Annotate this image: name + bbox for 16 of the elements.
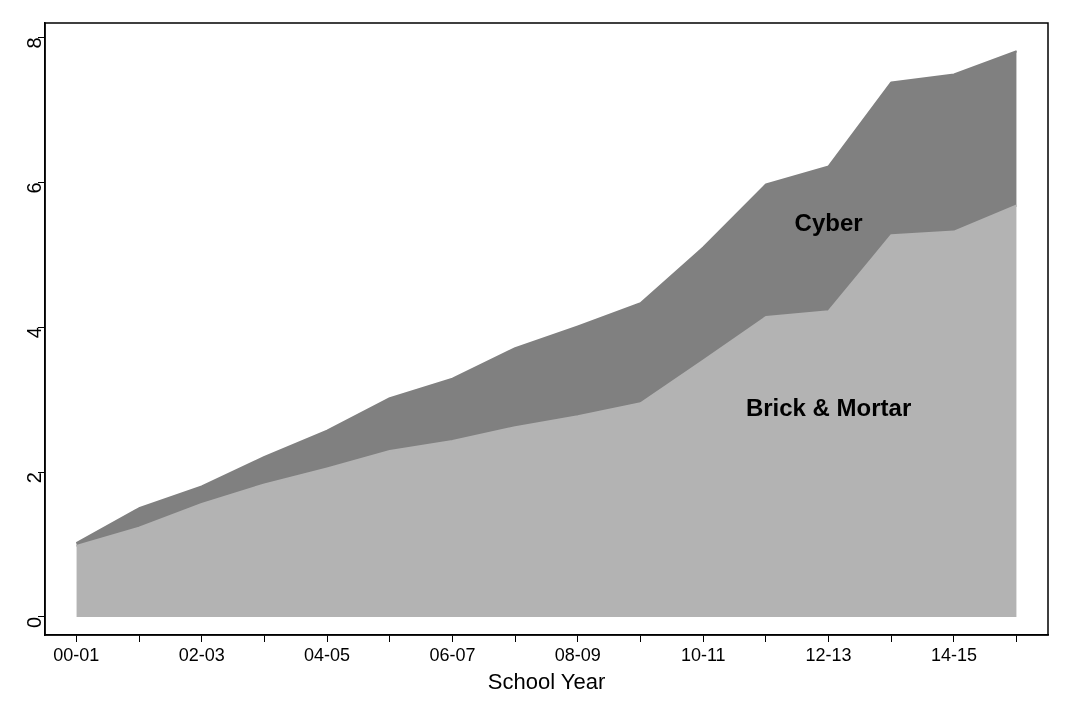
y-tick-label: 4 [22,327,45,339]
series-label: Cyber [794,208,863,236]
x-tick-label: 12-13 [805,644,852,665]
x-tick-label: 06-07 [429,644,476,665]
x-tick-label: 00-01 [53,644,100,665]
x-tick-label: 10-11 [680,644,726,665]
x-tick-label: 08-09 [554,644,601,665]
series-label: Brick & Mortar [745,393,912,421]
x-tick-label: 04-05 [304,644,351,665]
x-tick-label: 02-03 [178,644,225,665]
y-tick-label: 8 [22,37,45,49]
y-tick-label: 2 [22,472,45,484]
x-tick-label: 14-15 [930,644,977,665]
x-axis-title: School Year [487,668,606,694]
y-tick-label: 6 [22,182,45,194]
y-tick-label: 0 [22,616,45,629]
